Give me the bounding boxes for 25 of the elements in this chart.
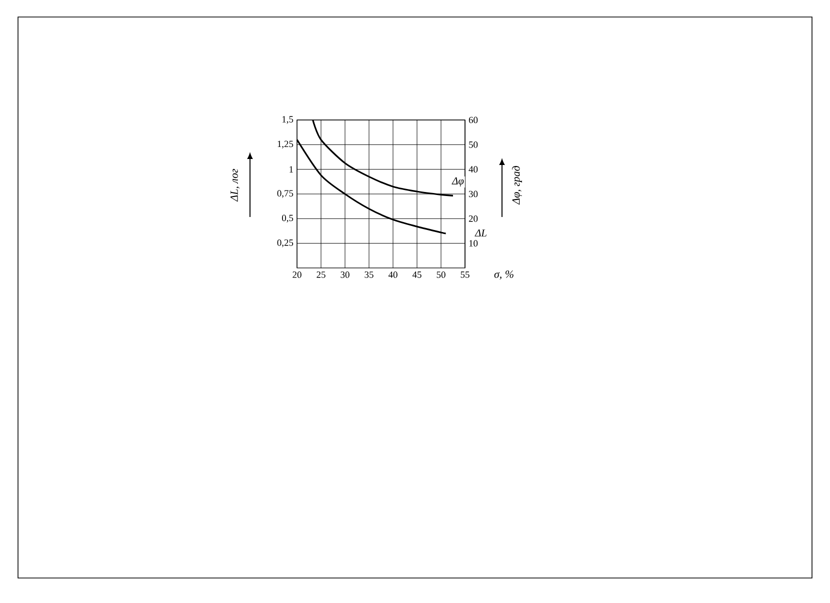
y-tick-label: 0,75 <box>277 190 294 198</box>
y2-tick-label: 10 <box>469 240 478 247</box>
x-tick-label: 30 <box>340 272 350 278</box>
y-tick-label: 0,5 <box>282 214 294 223</box>
y-tick-label: 1,25 <box>278 140 294 149</box>
y-tick-label: 0,25 <box>277 239 294 248</box>
x-tick-label: 35 <box>364 272 374 278</box>
x-tick-label: 25 <box>316 272 326 278</box>
annotation: Δφ <box>452 177 464 187</box>
y2-axis-title: Δφ, град <box>512 166 522 205</box>
y-tick-label: 1 <box>290 166 293 172</box>
y2-tick-label: 40 <box>468 166 478 173</box>
x-axis-title: σ, % <box>494 270 514 280</box>
x-tick-label: 20 <box>292 272 302 278</box>
x-tick-label: 45 <box>412 272 422 278</box>
y2-tick-label: 60 <box>468 116 478 124</box>
y-axis-title: ΔL, лог <box>230 168 240 202</box>
y2-tick-label: 50 <box>469 141 478 148</box>
y2-tick-label: 30 <box>468 190 478 198</box>
y-tick-label: 1,5 <box>282 116 294 124</box>
x-tick-label: 55 <box>460 271 470 278</box>
y2-tick-label: 20 <box>468 215 478 222</box>
x-tick-label: 50 <box>436 272 446 278</box>
text: ΔL <box>474 230 486 236</box>
x-tick-label: 40 <box>388 272 398 278</box>
